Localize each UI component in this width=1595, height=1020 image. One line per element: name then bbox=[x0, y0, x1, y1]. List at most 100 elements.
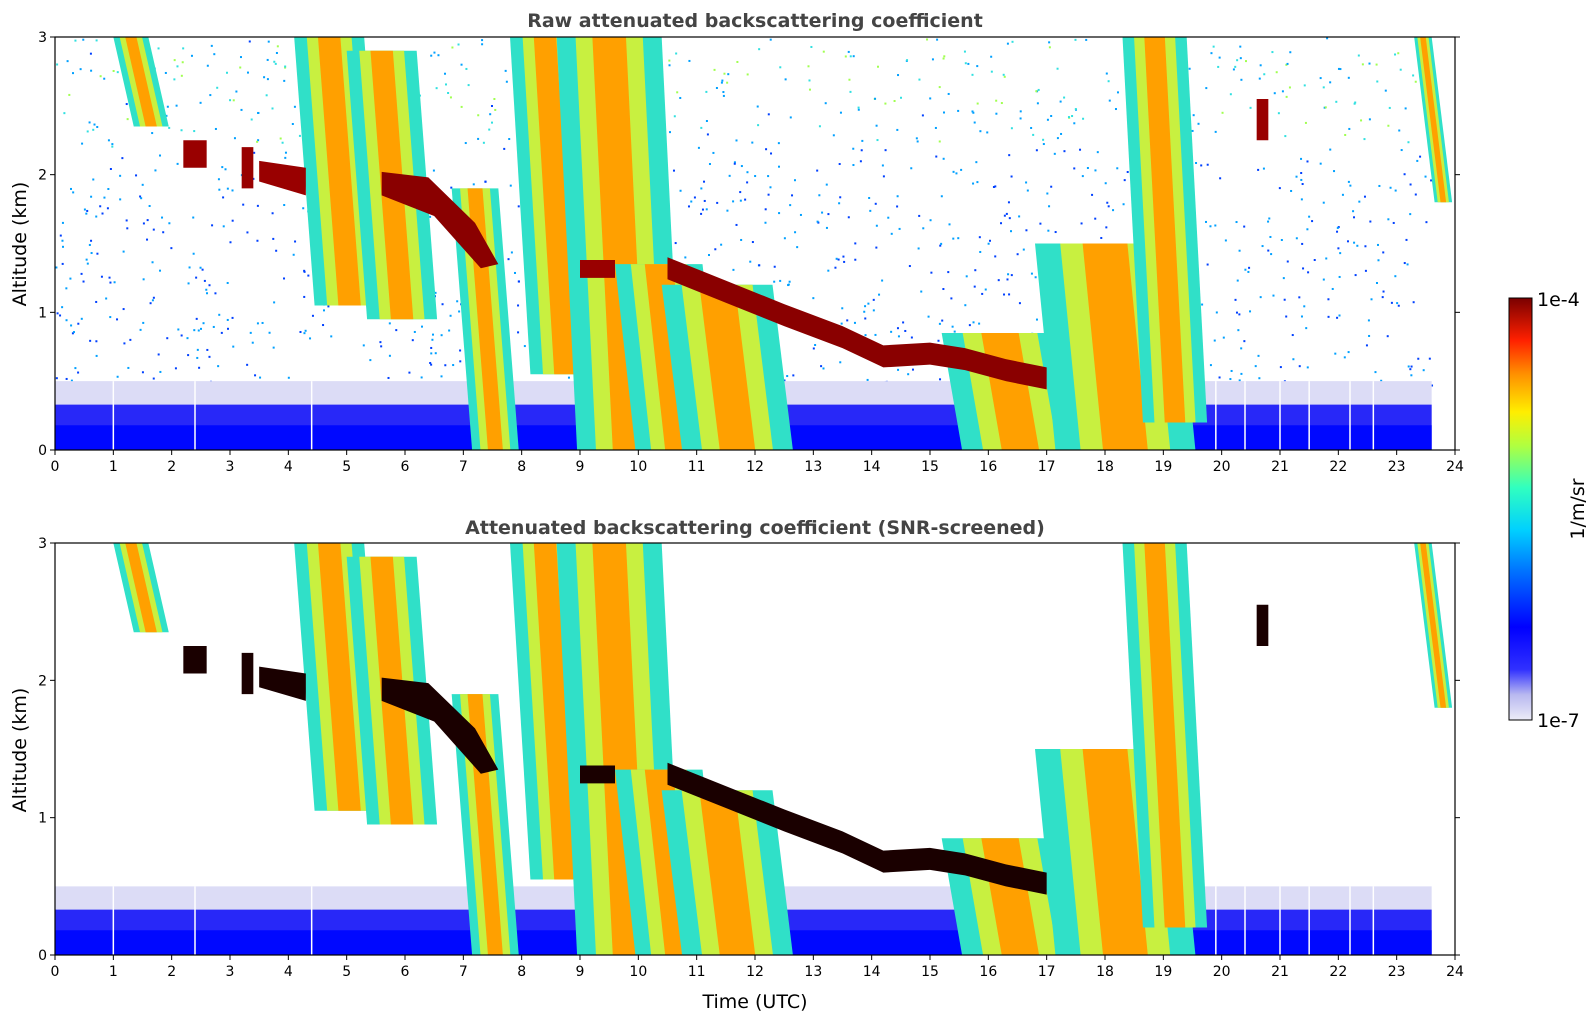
noise-speck bbox=[431, 338, 434, 341]
noise-speck bbox=[56, 312, 59, 315]
noise-speck bbox=[1298, 365, 1301, 368]
noise-speck bbox=[449, 96, 452, 99]
noise-speck bbox=[783, 379, 786, 382]
noise-speck bbox=[451, 46, 454, 49]
noise-speck bbox=[701, 208, 704, 211]
noise-speck bbox=[1126, 171, 1129, 174]
noise-speck bbox=[1424, 175, 1427, 178]
noise-speck bbox=[1105, 72, 1108, 75]
noise-speck bbox=[430, 54, 433, 57]
noise-speck bbox=[839, 111, 842, 114]
noise-speck bbox=[992, 186, 995, 189]
noise-speck bbox=[1409, 368, 1412, 371]
noise-speck bbox=[1035, 90, 1038, 93]
noise-speck bbox=[509, 184, 512, 187]
noise-speck bbox=[135, 174, 138, 177]
noise-speck bbox=[123, 342, 126, 345]
noise-speck bbox=[1281, 90, 1284, 93]
noise-speck bbox=[273, 60, 276, 63]
noise-speck bbox=[95, 300, 98, 303]
noise-speck bbox=[746, 181, 749, 184]
noise-speck bbox=[125, 103, 128, 106]
noise-speck bbox=[820, 365, 823, 368]
noise-speck bbox=[1286, 260, 1289, 263]
bottom-panel-ylabel: Altitude (km) bbox=[9, 688, 31, 813]
noise-speck bbox=[995, 112, 998, 115]
noise-speck bbox=[186, 337, 189, 340]
noise-speck bbox=[1053, 152, 1056, 155]
noise-speck bbox=[303, 332, 306, 335]
noise-speck bbox=[510, 251, 513, 254]
noise-speck bbox=[187, 354, 190, 357]
noise-speck bbox=[727, 73, 730, 76]
colorbar-max-label: 1e-4 bbox=[1537, 289, 1580, 311]
noise-speck bbox=[1243, 225, 1246, 228]
noise-speck bbox=[859, 160, 862, 163]
noise-speck bbox=[66, 60, 69, 63]
noise-speck bbox=[764, 221, 767, 224]
noise-speck bbox=[1206, 163, 1209, 166]
noise-speck bbox=[242, 203, 245, 206]
noise-speck bbox=[1229, 378, 1232, 381]
precip-shaft-core bbox=[125, 543, 157, 633]
noise-speck bbox=[976, 102, 979, 105]
noise-speck bbox=[107, 139, 110, 142]
noise-speck bbox=[825, 226, 828, 229]
noise-speck bbox=[1035, 149, 1038, 152]
noise-speck bbox=[443, 72, 446, 75]
noise-speck bbox=[89, 52, 92, 55]
x-tick-label: 12 bbox=[746, 964, 764, 980]
noise-speck bbox=[1201, 303, 1204, 306]
noise-speck bbox=[86, 130, 89, 133]
noise-speck bbox=[1209, 225, 1212, 228]
noise-speck bbox=[1219, 177, 1222, 180]
noise-speck bbox=[1428, 357, 1431, 360]
noise-speck bbox=[1056, 67, 1059, 70]
noise-speck bbox=[303, 295, 306, 298]
noise-speck bbox=[816, 169, 819, 172]
noise-speck bbox=[266, 58, 269, 61]
x-tick-label: 23 bbox=[1388, 459, 1406, 475]
noise-speck bbox=[283, 277, 286, 280]
small-cloud bbox=[241, 652, 254, 695]
noise-speck bbox=[793, 179, 796, 182]
noise-speck bbox=[1107, 205, 1110, 208]
noise-speck bbox=[298, 134, 301, 137]
noise-speck bbox=[1081, 175, 1084, 178]
noise-speck bbox=[884, 149, 887, 152]
precip-shaft-core bbox=[699, 790, 756, 955]
noise-speck bbox=[1106, 201, 1109, 204]
noise-speck bbox=[1353, 241, 1356, 244]
noise-speck bbox=[119, 174, 122, 177]
noise-speck bbox=[952, 170, 955, 173]
noise-speck bbox=[440, 334, 443, 337]
x-tick-label: 10 bbox=[629, 964, 647, 980]
noise-speck bbox=[896, 128, 899, 131]
noise-speck bbox=[1030, 272, 1033, 275]
y-tick-label: 3 bbox=[38, 30, 47, 46]
noise-speck bbox=[1406, 263, 1409, 266]
noise-speck bbox=[284, 66, 287, 69]
noise-speck bbox=[703, 180, 706, 183]
colorbar-min-label: 1e-7 bbox=[1537, 710, 1580, 732]
noise-speck bbox=[854, 242, 857, 245]
noise-speck bbox=[973, 285, 976, 288]
noise-speck bbox=[1240, 347, 1243, 350]
noise-speck bbox=[80, 317, 83, 320]
noise-speck bbox=[1377, 259, 1380, 262]
noise-speck bbox=[200, 327, 203, 330]
noise-speck bbox=[987, 242, 990, 245]
noise-speck bbox=[720, 243, 723, 246]
noise-speck bbox=[1387, 218, 1390, 221]
noise-speck bbox=[226, 327, 229, 330]
noise-speck bbox=[875, 224, 878, 227]
noise-speck bbox=[413, 330, 416, 333]
noise-speck bbox=[757, 124, 760, 127]
noise-speck bbox=[142, 321, 145, 324]
noise-speck bbox=[852, 164, 855, 167]
noise-speck bbox=[893, 99, 896, 102]
noise-speck bbox=[1273, 92, 1276, 95]
noise-speck bbox=[1234, 298, 1237, 301]
noise-speck bbox=[456, 300, 459, 303]
